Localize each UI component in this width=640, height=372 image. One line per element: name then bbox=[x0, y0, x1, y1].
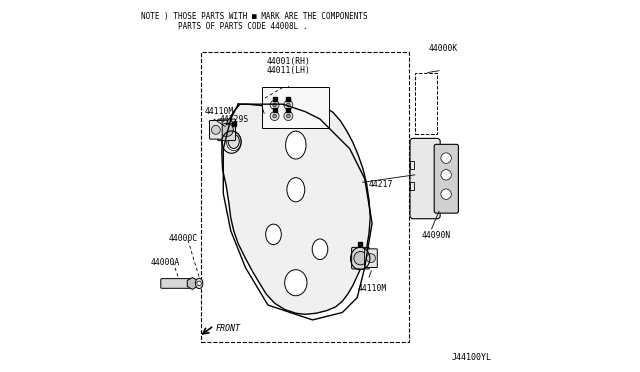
Ellipse shape bbox=[195, 278, 203, 289]
Circle shape bbox=[270, 112, 279, 121]
Circle shape bbox=[273, 114, 276, 118]
Text: 44129S: 44129S bbox=[220, 115, 250, 124]
Text: 44000C: 44000C bbox=[168, 234, 198, 243]
Circle shape bbox=[270, 100, 279, 109]
Circle shape bbox=[284, 100, 293, 109]
Text: 44000A: 44000A bbox=[151, 258, 180, 267]
Text: 44000K: 44000K bbox=[428, 44, 458, 53]
FancyBboxPatch shape bbox=[161, 279, 191, 288]
Text: NOTE ) THOSE PARTS WITH ■ MARK ARE THE COMPONENTS: NOTE ) THOSE PARTS WITH ■ MARK ARE THE C… bbox=[141, 12, 368, 21]
Circle shape bbox=[284, 112, 293, 121]
Circle shape bbox=[441, 170, 451, 180]
Ellipse shape bbox=[285, 131, 306, 159]
Text: 44110M: 44110M bbox=[205, 107, 234, 116]
Circle shape bbox=[441, 189, 451, 199]
Circle shape bbox=[211, 125, 220, 134]
Bar bbox=[415, 73, 437, 134]
Bar bbox=[437, 161, 441, 169]
Circle shape bbox=[441, 153, 451, 163]
Polygon shape bbox=[222, 102, 370, 314]
FancyBboxPatch shape bbox=[218, 119, 236, 141]
Text: 44110M: 44110M bbox=[358, 284, 387, 293]
Circle shape bbox=[197, 281, 202, 286]
Circle shape bbox=[287, 103, 291, 107]
Circle shape bbox=[220, 123, 234, 137]
Ellipse shape bbox=[228, 134, 239, 148]
Text: J44100YL: J44100YL bbox=[451, 353, 491, 362]
FancyBboxPatch shape bbox=[410, 138, 440, 219]
Text: 44011(LH): 44011(LH) bbox=[266, 66, 310, 75]
Ellipse shape bbox=[285, 270, 307, 296]
Text: PARTS OF PARTS CODE 44008L .: PARTS OF PARTS CODE 44008L . bbox=[141, 22, 308, 31]
Text: FRONT: FRONT bbox=[216, 324, 241, 333]
FancyBboxPatch shape bbox=[434, 144, 458, 213]
Bar bbox=[262, 87, 330, 128]
Ellipse shape bbox=[312, 239, 328, 260]
Circle shape bbox=[273, 103, 276, 107]
FancyBboxPatch shape bbox=[351, 247, 369, 269]
Text: 44217: 44217 bbox=[369, 180, 393, 189]
Text: 44090N: 44090N bbox=[421, 231, 451, 240]
Bar bbox=[410, 182, 413, 190]
Bar bbox=[410, 161, 413, 169]
Circle shape bbox=[287, 114, 291, 118]
FancyBboxPatch shape bbox=[365, 249, 378, 267]
Ellipse shape bbox=[266, 224, 282, 245]
Circle shape bbox=[354, 251, 367, 265]
Bar bbox=[437, 182, 441, 190]
Ellipse shape bbox=[287, 177, 305, 202]
FancyBboxPatch shape bbox=[209, 121, 222, 139]
Circle shape bbox=[367, 254, 376, 263]
Text: 44001(RH): 44001(RH) bbox=[266, 57, 310, 66]
Bar bbox=[201, 52, 410, 342]
